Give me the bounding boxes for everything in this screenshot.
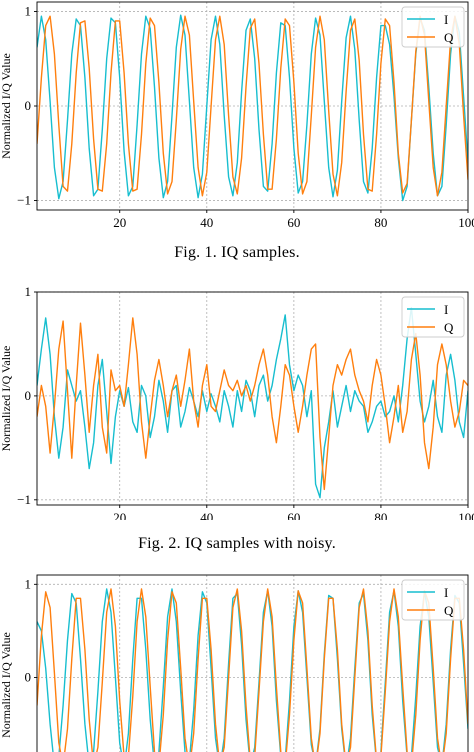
y-tick-label: 1 (25, 3, 32, 18)
x-tick-label: 60 (287, 510, 300, 520)
y-axis-label: Normalized I/Q Value (0, 346, 13, 452)
plot-frame (36, 291, 469, 506)
series-line-i (37, 306, 468, 499)
legend-label-q: Q (444, 30, 454, 45)
y-axis-label: Normalized I/Q Value (0, 632, 13, 738)
legend-label-q: Q (444, 320, 454, 335)
legend-label-q: Q (444, 603, 454, 618)
x-tick-label: 80 (374, 215, 387, 230)
iq-samples-third-chart: 1 0 Normalized I/Q Value IQ (0, 574, 469, 752)
x-tick-label: 20 (113, 510, 126, 520)
legend-label-i: I (444, 302, 448, 317)
legend-box (401, 579, 465, 621)
legend-box (401, 6, 465, 48)
iq-samples-noisy-chart: 1 0 −1 20 40 60 80 100 Normalized I/Q Value IQ (0, 284, 474, 520)
series-line-q (37, 588, 468, 752)
x-tick-label: 100 (458, 215, 474, 230)
figure-1-caption: Fig. 1. IQ samples. (174, 244, 300, 261)
x-tick-label: 100 (458, 510, 474, 520)
iq-samples-chart: 1 0 −1 20 40 60 80 100 Normalized I/Q Value IQ (0, 1, 474, 230)
x-tick-label: 20 (113, 215, 126, 230)
legend-box (401, 296, 465, 338)
legend-label-i: I (444, 585, 448, 600)
y-tick-label: −1 (17, 193, 31, 208)
y-tick-label: −1 (17, 492, 31, 507)
y-tick-label: 0 (25, 388, 32, 403)
legend-label-i: I (444, 12, 448, 27)
y-tick-label: 1 (25, 576, 32, 591)
y-tick-label: 0 (25, 98, 32, 113)
y-axis-label: Normalized I/Q Value (0, 53, 13, 159)
figure-2-caption: Fig. 2. IQ samples with noisy. (138, 535, 336, 552)
x-tick-label: 60 (287, 215, 300, 230)
y-tick-label: 1 (25, 284, 32, 299)
x-tick-label: 40 (200, 510, 213, 520)
y-tick-label: 0 (25, 670, 32, 685)
x-tick-label: 40 (200, 215, 213, 230)
series-line-q (37, 15, 468, 197)
series-line-q (37, 317, 468, 491)
x-tick-label: 80 (374, 510, 387, 520)
